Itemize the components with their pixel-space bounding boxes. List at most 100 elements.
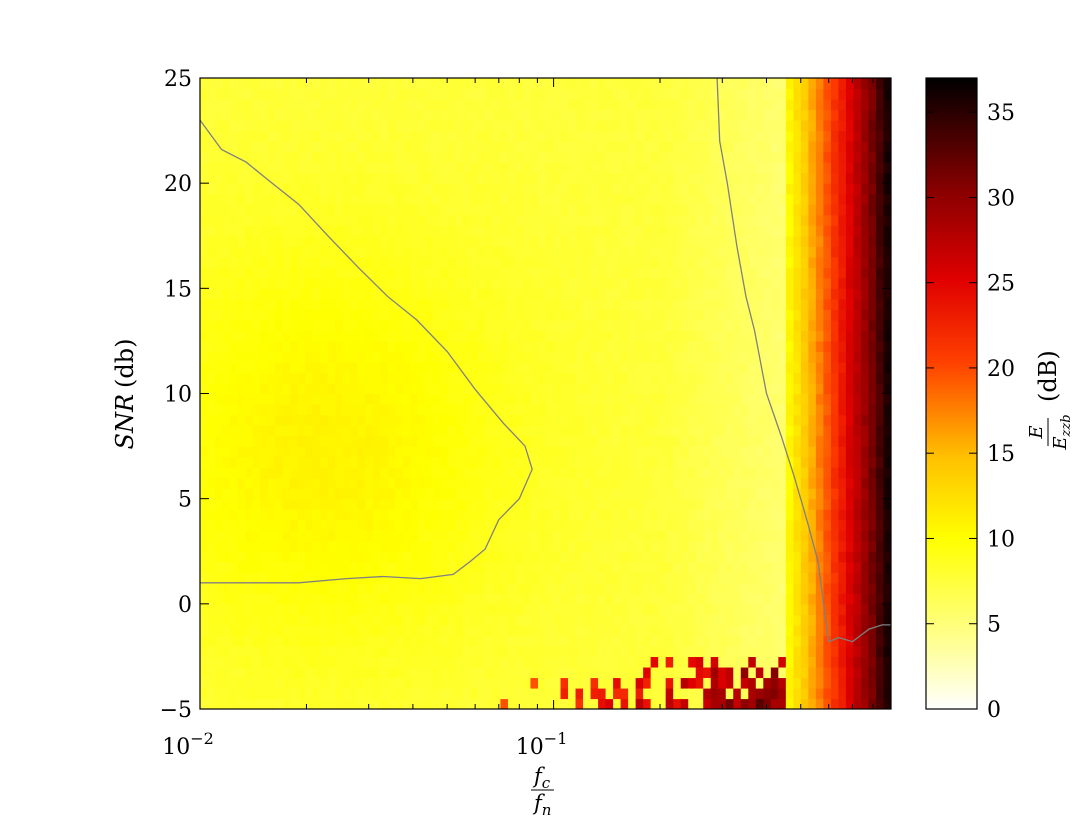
heatmap-cell [785, 330, 794, 342]
heatmap-cell [793, 551, 802, 563]
heatmap-cell [282, 351, 291, 363]
heatmap-cell [282, 435, 291, 447]
heatmap-cell [733, 120, 742, 132]
heatmap-cell [455, 540, 464, 552]
heatmap-cell [447, 645, 456, 658]
heatmap-cell [568, 582, 577, 594]
heatmap-cell [297, 298, 306, 310]
heatmap-cell [553, 151, 562, 163]
heatmap-cell [485, 162, 494, 174]
heatmap-cell [485, 246, 494, 258]
heatmap-cell [815, 603, 824, 615]
heatmap-cell [823, 593, 832, 605]
heatmap-cell [260, 656, 269, 668]
heatmap-cell [485, 330, 494, 342]
heatmap-cell [583, 698, 592, 709]
heatmap-cell [335, 330, 344, 342]
heatmap-cell [327, 267, 336, 279]
heatmap-cell [462, 509, 471, 521]
heatmap-cell [462, 99, 471, 111]
heatmap-cell [365, 151, 374, 163]
heatmap-cell [718, 404, 727, 416]
heatmap-cell [718, 340, 727, 353]
heatmap-cell [395, 204, 404, 216]
heatmap-cell [470, 267, 479, 279]
heatmap-cell [575, 120, 584, 132]
heatmap-cell [200, 78, 209, 90]
heatmap-cell [800, 572, 809, 584]
heatmap-cell [537, 656, 547, 668]
heatmap-cell [635, 309, 644, 321]
heatmap-cell [613, 666, 622, 679]
heatmap-cell [695, 330, 704, 342]
heatmap-cell [658, 656, 667, 668]
heatmap-cell [515, 340, 524, 353]
heatmap-cell [357, 645, 366, 658]
heatmap-cell [350, 183, 359, 195]
heatmap-cell [575, 635, 584, 647]
heatmap-cell [387, 624, 396, 636]
heatmap-cell [432, 214, 441, 226]
heatmap-cell [522, 193, 532, 205]
heatmap-cell [583, 109, 592, 121]
heatmap-cell [485, 393, 494, 405]
heatmap-cell [380, 498, 389, 510]
heatmap-cell [432, 372, 441, 384]
heatmap-cell [260, 120, 269, 132]
heatmap-cell [643, 393, 652, 405]
heatmap-cell [252, 130, 261, 142]
heatmap-cell [252, 456, 261, 468]
heatmap-cell [635, 666, 644, 679]
heatmap-cell [485, 120, 494, 132]
heatmap-cell [688, 372, 697, 384]
heatmap-cell [800, 309, 809, 321]
heatmap-cell [485, 267, 494, 279]
heatmap-cell [545, 446, 554, 458]
heatmap-cell [800, 498, 809, 510]
heatmap-cell [342, 372, 351, 384]
heatmap-cell [410, 162, 419, 174]
heatmap-cell [553, 141, 562, 153]
heatmap-cell [215, 267, 224, 279]
heatmap-cell [575, 109, 584, 121]
heatmap-cell [395, 425, 404, 437]
heatmap-cell [500, 298, 509, 310]
heatmap-cell [372, 593, 381, 605]
heatmap-cell [583, 530, 592, 542]
heatmap-cell [387, 340, 396, 353]
heatmap-cell [387, 172, 396, 184]
heatmap-cell [680, 99, 689, 111]
heatmap-cell [290, 467, 299, 479]
heatmap-cell [808, 267, 817, 279]
heatmap-cell [447, 298, 456, 310]
heatmap-cell [267, 614, 276, 626]
heatmap-cell [545, 204, 554, 216]
heatmap-cell [402, 319, 411, 331]
heatmap-cell [703, 109, 712, 121]
heatmap-cell [282, 677, 291, 689]
heatmap-cell [718, 235, 727, 247]
heatmap-cell [365, 540, 374, 552]
heatmap-cell [755, 551, 764, 563]
heatmap-cell [613, 456, 622, 468]
heatmap-cell [282, 151, 291, 163]
heatmap-cell [583, 120, 592, 132]
heatmap-cell [643, 330, 652, 342]
heatmap-cell [462, 151, 471, 163]
heatmap-cell [755, 614, 764, 626]
heatmap-cell [643, 561, 652, 573]
heatmap-cell [785, 635, 794, 647]
heatmap-cell [605, 288, 614, 300]
heatmap-cell [245, 340, 254, 353]
heatmap-cell [425, 656, 434, 668]
heatmap-cell [635, 446, 644, 458]
heatmap-cell [312, 193, 321, 205]
heatmap-cell [207, 330, 216, 342]
heatmap-cell [432, 235, 441, 247]
heatmap-cell [237, 309, 246, 321]
heatmap-cell [477, 582, 487, 594]
heatmap-cell [387, 467, 396, 479]
heatmap-cell [432, 551, 441, 563]
heatmap-cell [320, 141, 329, 153]
heatmap-cell [793, 78, 802, 90]
